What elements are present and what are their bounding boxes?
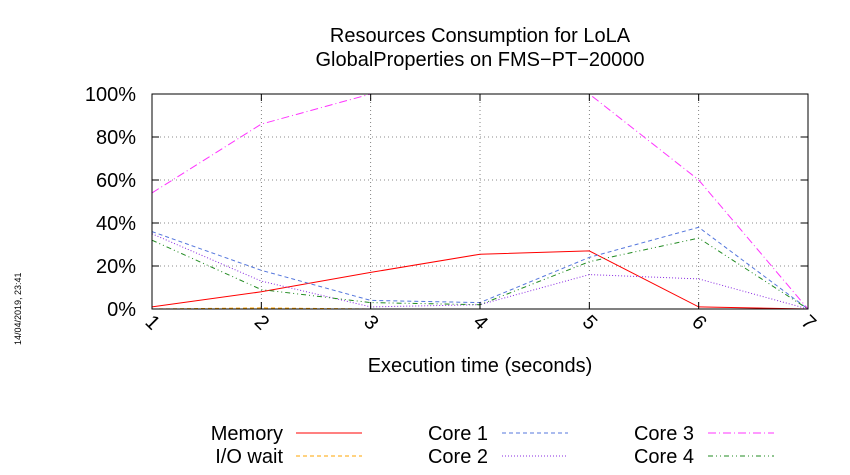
y-tick-label: 80%	[96, 127, 136, 149]
legend-label-memory: Memory	[211, 423, 283, 445]
legend-label-i-o-wait: I/O wait	[215, 446, 283, 468]
x-tick-label: 3	[359, 311, 382, 334]
chart-title-line-2: GlobalProperties on FMS−PT−20000	[315, 49, 644, 71]
timestamp: 14/04/2019, 23:41	[13, 272, 23, 345]
legend-label-core-2: Core 2	[428, 446, 488, 468]
x-tick-label: 4	[469, 311, 492, 334]
series-line-core-1	[151, 226, 809, 310]
chart-title-line-1: Resources Consumption for LoLA	[330, 25, 631, 47]
x-tick-label: 6	[687, 311, 710, 334]
y-tick-label: 20%	[96, 256, 136, 278]
series-line-memory	[151, 250, 809, 310]
y-tick-label: 0%	[107, 299, 136, 321]
legend-label-core-3: Core 3	[634, 423, 694, 445]
x-tick-label: 7	[797, 311, 820, 334]
x-tick-label: 2	[250, 311, 273, 334]
series-line-core-2	[151, 233, 809, 310]
legend-label-core-1: Core 1	[428, 423, 488, 445]
x-axis-label: Execution time (seconds)	[368, 355, 593, 377]
x-tick-label: 5	[578, 311, 601, 334]
y-tick-label: 60%	[96, 170, 136, 192]
grid	[152, 94, 808, 309]
legend-label-core-4: Core 4	[634, 446, 694, 468]
y-axis-ticks: 0% 20% 40% 60% 80% 100%	[85, 84, 808, 321]
x-tick-label: 1	[141, 311, 164, 334]
y-tick-label: 40%	[96, 213, 136, 235]
y-tick-label: 100%	[85, 84, 136, 106]
